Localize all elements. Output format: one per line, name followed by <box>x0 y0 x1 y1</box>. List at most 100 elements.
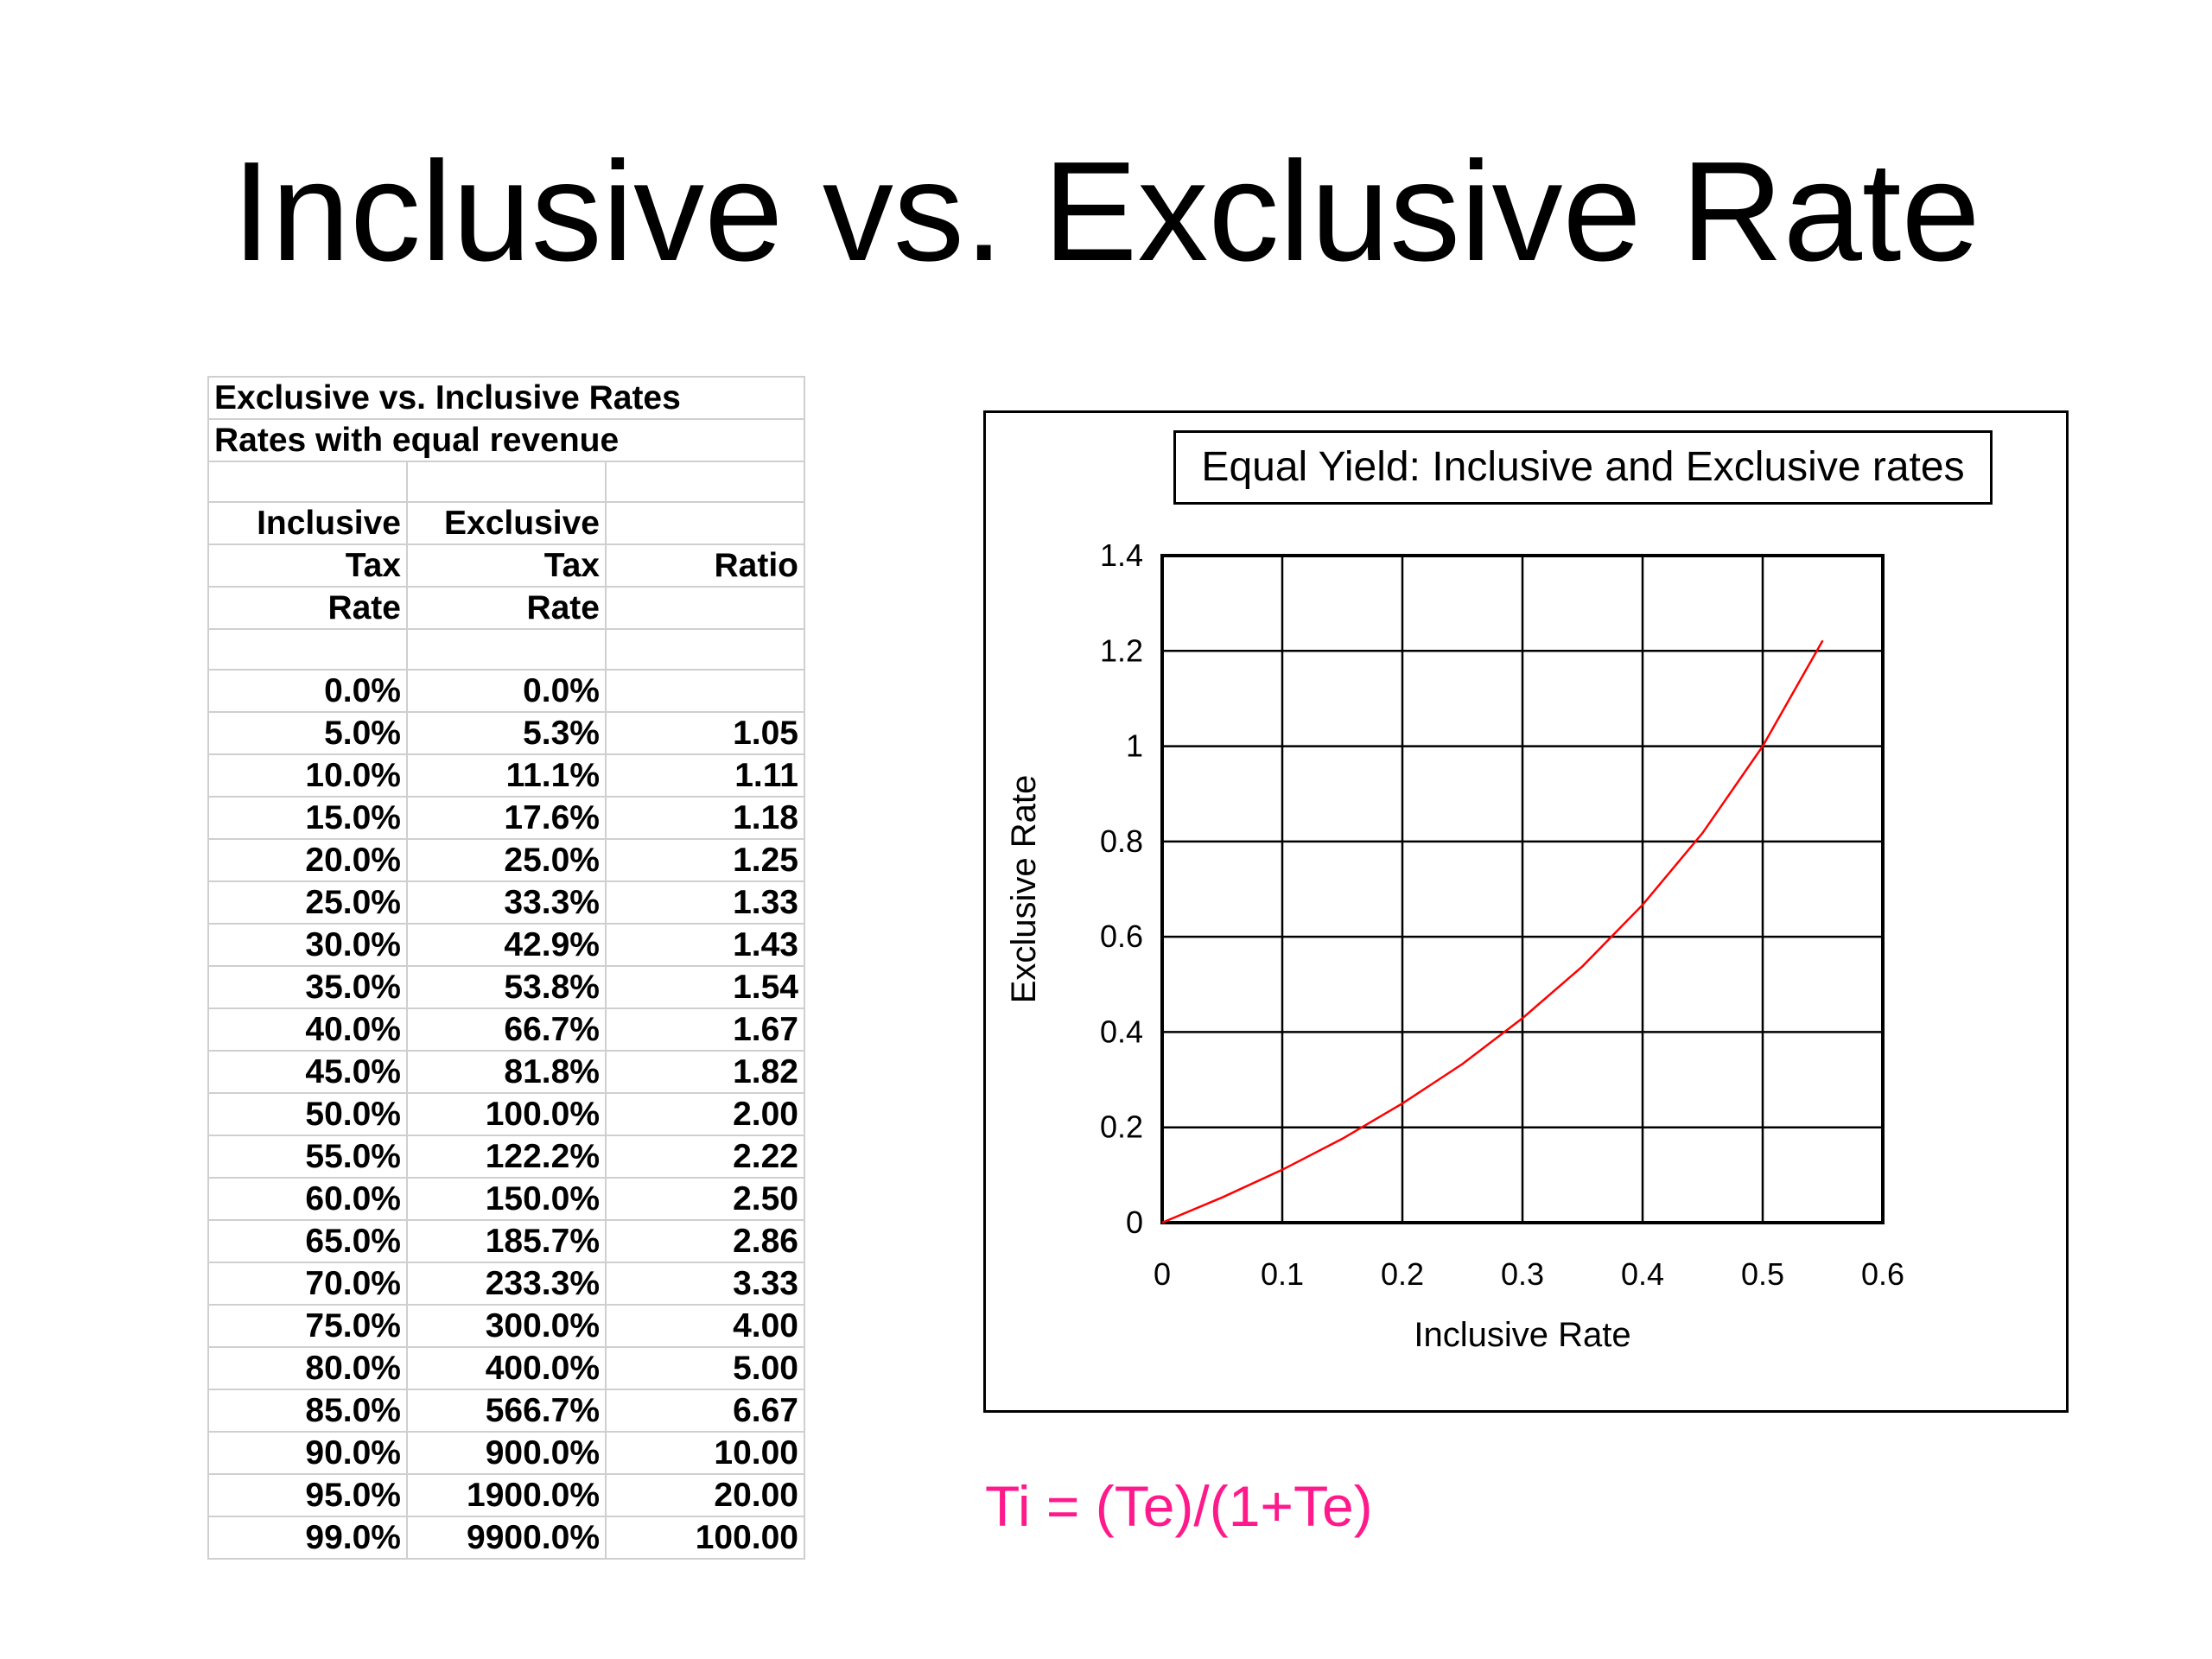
exclusive-rate-cell: 185.7% <box>406 1219 607 1263</box>
slide-title: Inclusive vs. Exclusive Rate <box>232 132 1980 290</box>
ratio-cell: 3.33 <box>605 1262 805 1306</box>
x-tick-label: 0.6 <box>1861 1256 1904 1292</box>
inclusive-rate-cell: 50.0% <box>207 1092 408 1136</box>
inclusive-rate-cell: 65.0% <box>207 1219 408 1263</box>
table-subtitle: Rates with equal revenue <box>207 418 805 462</box>
exclusive-rate-cell: 150.0% <box>406 1177 607 1221</box>
table-row: 40.0% 66.7% 1.67 <box>207 1007 805 1052</box>
exclusive-rate-cell: 17.6% <box>406 796 607 840</box>
ratio-cell: 2.50 <box>605 1177 805 1221</box>
table-row: 70.0% 233.3% 3.33 <box>207 1262 805 1306</box>
table-row: 45.0% 81.8% 1.82 <box>207 1050 805 1094</box>
chart-grid <box>1160 554 1885 1224</box>
ratio-cell: 1.11 <box>605 753 805 798</box>
exclusive-rate-cell: 81.8% <box>406 1050 607 1094</box>
table-row: 80.0% 400.0% 5.00 <box>207 1346 805 1390</box>
inclusive-rate-cell: 70.0% <box>207 1262 408 1306</box>
x-tick-label: 0 <box>1154 1256 1171 1292</box>
table-row: 5.0% 5.3% 1.05 <box>207 711 805 755</box>
x-tick-label: 0.1 <box>1261 1256 1304 1292</box>
y-tick-label: 1.2 <box>1100 632 1143 668</box>
inclusive-rate-cell: 90.0% <box>207 1431 408 1475</box>
exclusive-rate-cell: 1900.0% <box>406 1473 607 1517</box>
y-tick-label: 0.2 <box>1100 1109 1143 1145</box>
y-tick-label: 1 <box>1126 728 1143 764</box>
table-cell <box>207 461 408 503</box>
ratio-cell: 2.22 <box>605 1135 805 1179</box>
inclusive-rate-cell: 0.0% <box>207 669 408 713</box>
table-row: 85.0% 566.7% 6.67 <box>207 1389 805 1433</box>
y-axis-ticks: 0 0.2 0.4 0.6 0.8 1 1.2 1.4 <box>1100 537 1143 1240</box>
ratio-cell: 1.25 <box>605 838 805 882</box>
table-title: Exclusive vs. Inclusive Rates <box>207 376 805 420</box>
exclusive-rate-cell: 66.7% <box>406 1007 607 1052</box>
ratio-cell: 1.33 <box>605 880 805 925</box>
exclusive-rate-cell: 233.3% <box>406 1262 607 1306</box>
ratio-cell: 1.54 <box>605 965 805 1009</box>
header-cell: Tax <box>406 543 607 588</box>
ratio-cell: 10.00 <box>605 1431 805 1475</box>
exclusive-rate-cell: 53.8% <box>406 965 607 1009</box>
y-axis-label: Exclusive Rate <box>1005 775 1043 1004</box>
y-tick-label: 1.4 <box>1100 537 1143 573</box>
inclusive-rate-cell: 75.0% <box>207 1304 408 1348</box>
table-row: 90.0% 900.0% 10.00 <box>207 1431 805 1475</box>
table-row: 55.0% 122.2% 2.22 <box>207 1135 805 1179</box>
table-row: 99.0% 9900.0% 100.00 <box>207 1516 805 1560</box>
inclusive-rate-cell: 60.0% <box>207 1177 408 1221</box>
exclusive-rate-cell: 11.1% <box>406 753 607 798</box>
table-row: 15.0% 17.6% 1.18 <box>207 796 805 840</box>
inclusive-rate-cell: 5.0% <box>207 711 408 755</box>
table-row: 10.0% 11.1% 1.11 <box>207 753 805 798</box>
x-tick-label: 0.5 <box>1741 1256 1784 1292</box>
table-spacer-row <box>207 461 805 503</box>
table-row: 75.0% 300.0% 4.00 <box>207 1304 805 1348</box>
table-row: 65.0% 185.7% 2.86 <box>207 1219 805 1263</box>
table-row: 60.0% 150.0% 2.50 <box>207 1177 805 1221</box>
ratio-cell: 4.00 <box>605 1304 805 1348</box>
x-axis-ticks: 0 0.1 0.2 0.3 0.4 0.5 0.6 <box>1154 1256 1904 1292</box>
exclusive-rate-cell: 400.0% <box>406 1346 607 1390</box>
table-cell <box>207 628 408 671</box>
x-tick-label: 0.2 <box>1381 1256 1424 1292</box>
plot-area-border <box>1160 554 1885 1224</box>
header-cell <box>605 586 805 630</box>
exclusive-rate-cell: 42.9% <box>406 923 607 967</box>
ratio-cell: 1.05 <box>605 711 805 755</box>
inclusive-rate-cell: 10.0% <box>207 753 408 798</box>
exclusive-rate-cell: 300.0% <box>406 1304 607 1348</box>
exclusive-rate-cell: 900.0% <box>406 1431 607 1475</box>
chart-frame <box>983 410 2069 1413</box>
y-tick-label: 0.4 <box>1100 1014 1143 1049</box>
inclusive-rate-cell: 15.0% <box>207 796 408 840</box>
exclusive-rate-cell: 100.0% <box>406 1092 607 1136</box>
x-tick-label: 0.3 <box>1501 1256 1544 1292</box>
table-row: 95.0% 1900.0% 20.00 <box>207 1473 805 1517</box>
table-cell <box>406 461 607 503</box>
ratio-cell: 1.67 <box>605 1007 805 1052</box>
exclusive-rate-cell: 566.7% <box>406 1389 607 1433</box>
header-cell: Rate <box>207 586 408 630</box>
ratio-cell: 2.86 <box>605 1219 805 1263</box>
header-cell: Rate <box>406 586 607 630</box>
ratio-cell: 1.82 <box>605 1050 805 1094</box>
header-cell <box>605 501 805 545</box>
exclusive-rate-cell: 122.2% <box>406 1135 607 1179</box>
exclusive-rate-cell: 5.3% <box>406 711 607 755</box>
ratio-cell: 100.00 <box>605 1516 805 1560</box>
table-cell <box>406 628 607 671</box>
y-tick-label: 0 <box>1126 1205 1143 1240</box>
header-cell: Tax <box>207 543 408 588</box>
inclusive-rate-cell: 85.0% <box>207 1389 408 1433</box>
exclusive-rate-cell: 9900.0% <box>406 1516 607 1560</box>
table-row: 25.0% 33.3% 1.33 <box>207 880 805 925</box>
inclusive-rate-cell: 55.0% <box>207 1135 408 1179</box>
y-tick-label: 0.6 <box>1100 918 1143 954</box>
x-axis-label: Inclusive Rate <box>1414 1316 1630 1354</box>
formula-text: Ti = (Te)/(1+Te) <box>985 1474 1373 1538</box>
table-row: 35.0% 53.8% 1.54 <box>207 965 805 1009</box>
inclusive-rate-cell: 35.0% <box>207 965 408 1009</box>
header-cell: Ratio <box>605 543 805 588</box>
inclusive-rate-cell: 40.0% <box>207 1007 408 1052</box>
table-subtitle-row: Rates with equal revenue <box>207 418 805 462</box>
